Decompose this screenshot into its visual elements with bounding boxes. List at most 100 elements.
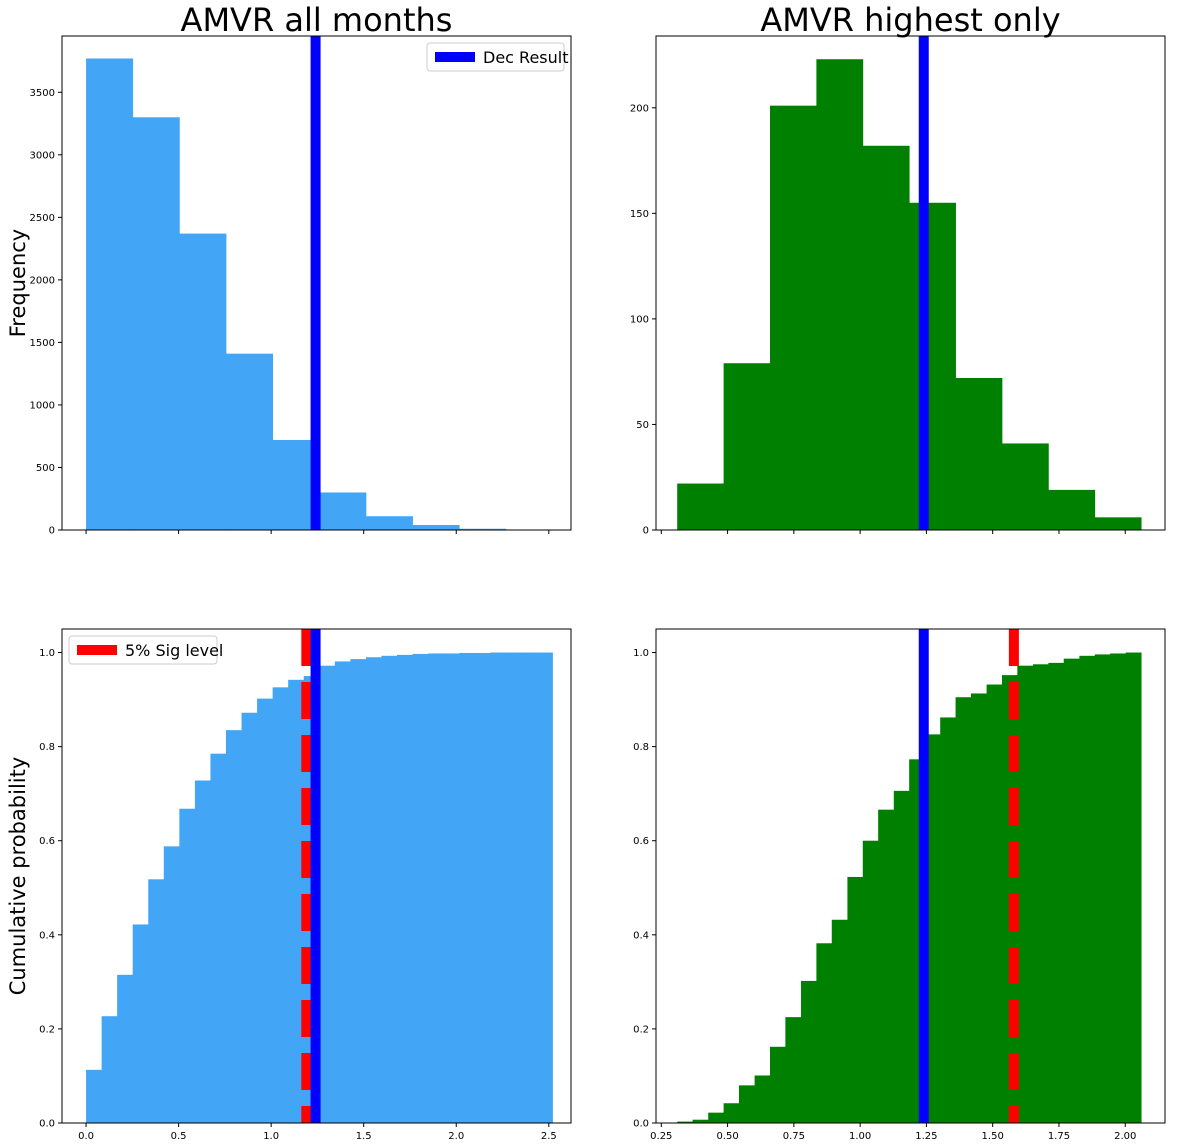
bar <box>1001 443 1049 530</box>
bar <box>754 1075 771 1123</box>
y-tick-label: 2000 <box>30 275 55 286</box>
bar <box>225 730 242 1123</box>
bar <box>940 717 956 1123</box>
legend-box <box>68 635 218 665</box>
bar <box>723 1103 740 1123</box>
bar <box>955 378 1003 530</box>
bar <box>319 492 367 530</box>
bar <box>1094 654 1111 1123</box>
bar <box>365 657 382 1123</box>
y-axis-label: Cumulative probability <box>6 757 30 996</box>
bar <box>1110 653 1127 1123</box>
bar <box>785 1017 802 1123</box>
bar <box>909 202 956 530</box>
legend-label: Dec Result <box>483 48 568 67</box>
chart-title: AMVR highest only <box>760 1 1060 39</box>
bar <box>1017 665 1034 1123</box>
y-tick-label: 0.0 <box>633 1119 649 1130</box>
bar <box>862 145 910 530</box>
bar <box>428 653 445 1123</box>
x-tick-label: 1.5 <box>356 1131 372 1142</box>
bar <box>459 652 476 1123</box>
y-tick-label: 0.6 <box>633 836 649 847</box>
bar <box>163 846 180 1123</box>
y-tick-label: 150 <box>630 209 649 220</box>
axes-frame <box>61 35 572 531</box>
bar <box>101 1016 118 1123</box>
x-tick-label: 1.50 <box>982 1131 1004 1142</box>
y-tick-label: 0.0 <box>39 1119 55 1130</box>
bar <box>132 117 180 530</box>
bar <box>1048 662 1065 1123</box>
y-tick-label: 0.4 <box>633 930 649 941</box>
bar <box>801 980 817 1123</box>
y-tick-label: 0.2 <box>633 1024 649 1035</box>
bar <box>708 1112 725 1123</box>
x-tick-label: 2.00 <box>1114 1131 1136 1142</box>
bar <box>1094 517 1142 530</box>
bar <box>816 59 864 530</box>
bar <box>148 879 165 1123</box>
bar <box>970 693 987 1123</box>
bar <box>1063 658 1080 1123</box>
bar <box>319 665 336 1123</box>
y-tick-label: 1500 <box>30 338 55 349</box>
y-tick-label: 200 <box>630 103 649 114</box>
hist-all-panel: 0 500 1000 1500 2000 2500 3000 3500 AMVR all mon… <box>6 1 572 537</box>
chart-title: AMVR all months <box>181 1 453 39</box>
axes-frame <box>655 628 1166 1124</box>
legend-label: 5% Sig level <box>125 641 223 660</box>
bar <box>334 661 351 1123</box>
y-tick-label: 2500 <box>30 213 55 224</box>
bar <box>847 876 864 1123</box>
y-tick-label: 500 <box>36 463 55 474</box>
bar <box>862 840 879 1123</box>
y-tick-label: 0 <box>643 526 649 537</box>
bar <box>878 809 895 1123</box>
cdf-highest-panel: 0.25 0.50 0.75 1.00 1.25 1.50 1.75 2.00 0.0 0.2 0.… <box>633 628 1166 1142</box>
x-tick-label: 0.50 <box>716 1131 738 1142</box>
bar <box>132 924 149 1123</box>
bar <box>677 1121 693 1123</box>
y-tick-label: 0.6 <box>39 836 55 847</box>
bar <box>443 653 460 1123</box>
bar <box>1048 489 1096 530</box>
x-tick-label: 0.25 <box>650 1131 672 1142</box>
bar <box>86 58 134 531</box>
bar <box>816 943 833 1123</box>
x-tick-label: 0.0 <box>78 1131 94 1142</box>
bar <box>536 652 553 1123</box>
y-tick-label: 0.8 <box>633 742 649 753</box>
y-tick-label: 50 <box>636 420 649 431</box>
bars <box>86 652 553 1123</box>
bar <box>769 1046 786 1123</box>
y-tick-label: 3000 <box>30 150 55 161</box>
x-tick-label: 1.0 <box>263 1131 279 1142</box>
bar <box>272 687 289 1123</box>
bar <box>769 105 817 531</box>
bar <box>86 1069 103 1123</box>
bar <box>381 655 398 1123</box>
bar <box>738 1085 756 1123</box>
x-tick-label: 1.25 <box>915 1131 937 1142</box>
bars <box>677 59 1142 531</box>
x-tick-label: 2.0 <box>448 1131 464 1142</box>
bar <box>179 808 196 1123</box>
y-tick-label: 0.4 <box>39 930 55 941</box>
bar <box>490 652 507 1123</box>
bar <box>723 363 771 530</box>
bar <box>210 753 227 1123</box>
cdf-all-panel: 0.0 0.5 1.0 1.5 2.0 2.5 0.0 0.2 0.4 0.6 0.8 1.0 Cumu… <box>6 628 572 1142</box>
bar <box>179 233 227 530</box>
bars <box>86 58 553 531</box>
x-tick-label: 1.00 <box>849 1131 871 1142</box>
y-tick-label: 1000 <box>30 400 55 411</box>
bar <box>194 780 211 1123</box>
y-tick-label: 0.8 <box>39 742 55 753</box>
y-tick-label: 0 <box>49 526 55 537</box>
bar <box>257 698 274 1123</box>
bar <box>692 1119 709 1123</box>
bar <box>365 516 413 530</box>
bar <box>397 654 413 1123</box>
